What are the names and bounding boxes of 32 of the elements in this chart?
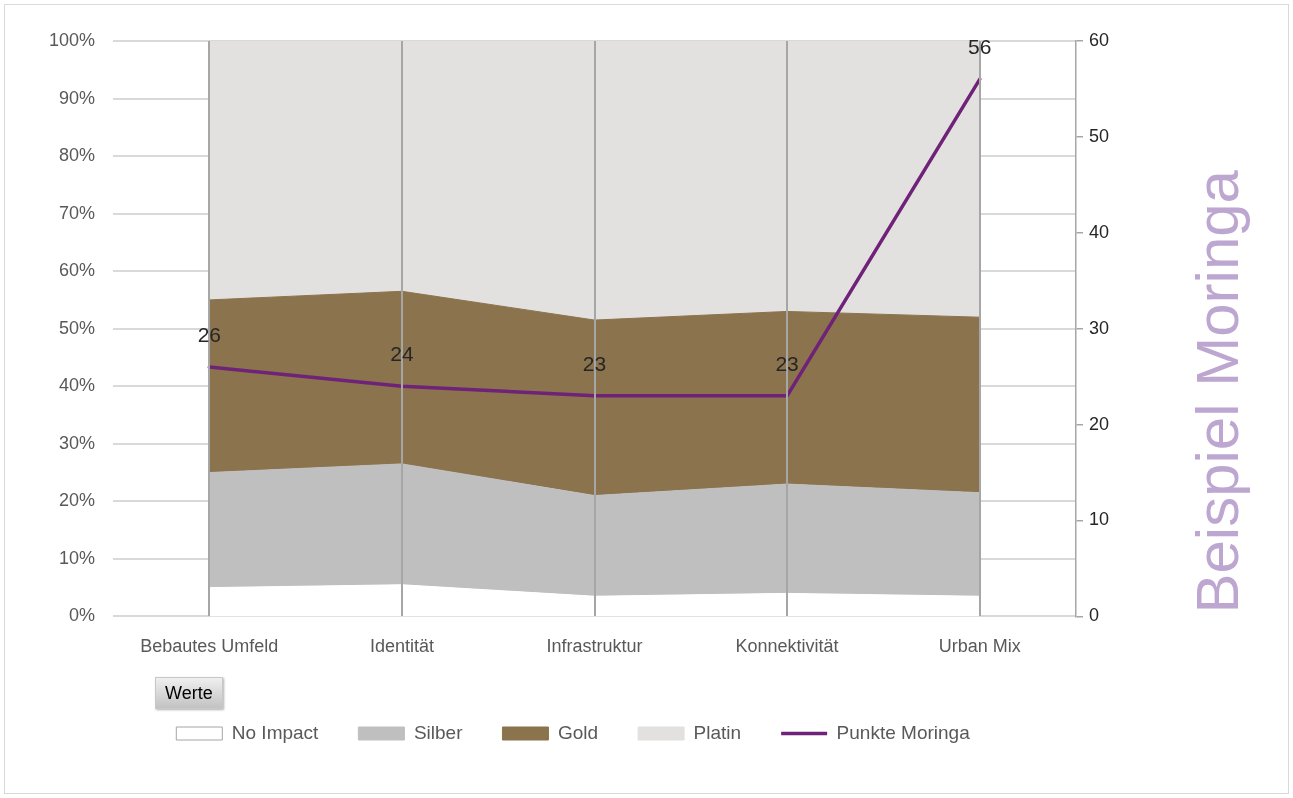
x-tick-label: Identität (369, 636, 434, 657)
y2-tick-label: 60 (1088, 29, 1110, 50)
y-tick-label: 70% (59, 202, 96, 223)
data-label: 56 (968, 35, 992, 59)
y2-tick-label: 10 (1088, 509, 1110, 530)
y2-tick-label: 0 (1088, 605, 1099, 626)
x-tick-label: Urban Mix (938, 636, 1021, 657)
data-label: 26 (197, 322, 222, 346)
y-tick-label: 60% (59, 260, 96, 281)
y2-tick-label: 30 (1088, 317, 1110, 338)
x-tick-label: Konnektivität (735, 636, 839, 657)
y2-tick-label: 40 (1088, 221, 1110, 242)
legend-label: Gold (557, 721, 599, 743)
x-tick-label: Infrastruktur (546, 636, 643, 657)
legend-label: Platin (693, 721, 742, 743)
y-tick-label: 100% (48, 29, 96, 50)
legend-label: No Impact (231, 721, 320, 743)
y2-axis-title: Beispiel Moringa (1184, 170, 1251, 614)
y-tick-label: 0% (69, 605, 96, 626)
y-tick-label: 10% (59, 547, 96, 568)
y-tick-label: 80% (59, 145, 96, 166)
legend-label: Punkte Moringa (836, 721, 971, 743)
y2-tick-label: 20 (1088, 413, 1110, 434)
y-tick-label: 40% (59, 375, 96, 396)
y-tick-label: 30% (59, 432, 96, 453)
field-button: Werte (155, 677, 223, 710)
legend-label: Silber (413, 721, 464, 743)
y-tick-label: 90% (59, 87, 96, 108)
x-tick-label: Bebautes Umfeld (140, 636, 279, 657)
y2-tick-label: 50 (1088, 125, 1110, 146)
y-tick-label: 20% (59, 490, 96, 511)
y-tick-label: 50% (59, 317, 96, 338)
